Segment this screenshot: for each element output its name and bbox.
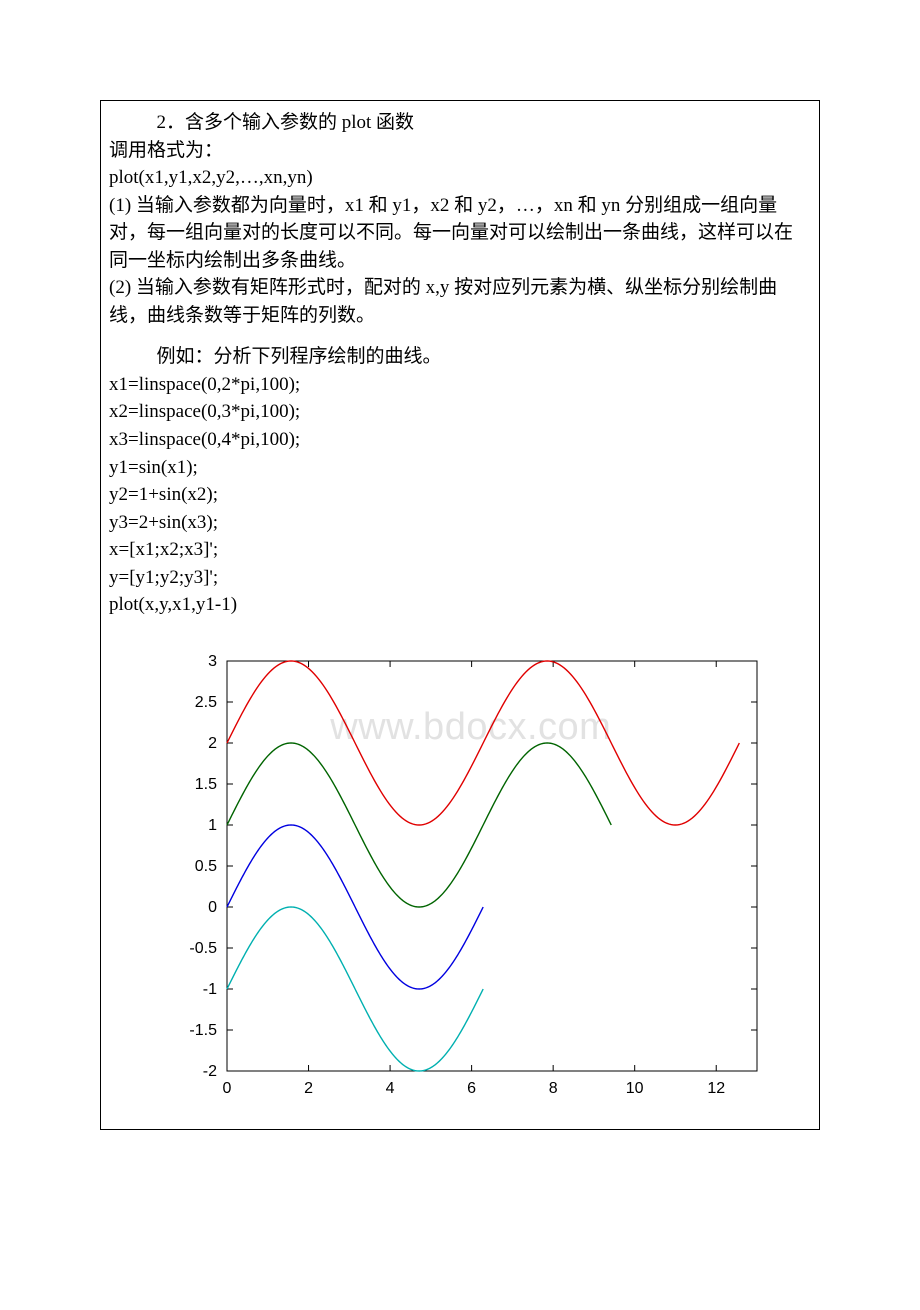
y-tick-label: 0.5	[195, 858, 217, 875]
code-line-8: y=[y1;y2;y3]';	[109, 564, 811, 592]
y-tick-label: 0	[208, 899, 217, 916]
y-tick-label: -1.5	[189, 1022, 217, 1039]
code-line-3: x3=linspace(0,4*pi,100);	[109, 426, 811, 454]
x-tick-label: 12	[707, 1080, 725, 1097]
x-tick-label: 0	[223, 1080, 232, 1097]
text-line-3: (1) 当输入参数都为向量时，x1 和 y1，x2 和 y2，…，xn 和 yn…	[109, 192, 811, 275]
series-line	[227, 907, 483, 1071]
code-line-7: x=[x1;x2;x3]';	[109, 536, 811, 564]
code-line-2: x2=linspace(0,3*pi,100);	[109, 398, 811, 426]
text-line-4: (2) 当输入参数有矩阵形式时，配对的 x,y 按对应列元素为横、纵坐标分别绘制…	[109, 274, 811, 329]
y-tick-label: 2.5	[195, 694, 217, 711]
code-line-4: y1=sin(x1);	[109, 454, 811, 482]
code-line-5: y2=1+sin(x2);	[109, 481, 811, 509]
line-chart: www.bdocx.com -2 -1.5 -1 -0.5 0 0.5 1 1.5 2 2.5 3 0 2…	[155, 649, 765, 1109]
x-tick-label: 2	[304, 1080, 313, 1097]
x-tick-label: 10	[626, 1080, 644, 1097]
text-line-5: 例如：分析下列程序绘制的曲线。	[109, 343, 811, 371]
watermark-text: www.bdocx.com	[329, 706, 611, 748]
code-line-6: y3=2+sin(x3);	[109, 509, 811, 537]
y-tick-label: 2	[208, 735, 217, 752]
chart-container: www.bdocx.com -2 -1.5 -1 -0.5 0 0.5 1 1.5 2 2.5 3 0 2…	[101, 639, 819, 1129]
x-tick-label: 4	[386, 1080, 395, 1097]
y-tick-label: -0.5	[189, 940, 217, 957]
text-content: 2．含多个输入参数的 plot 函数 调用格式为： plot(x1,y1,x2,…	[101, 101, 819, 639]
y-tick-label: 3	[208, 653, 217, 670]
series-line	[227, 661, 739, 825]
text-line-1: 调用格式为：	[109, 137, 811, 165]
x-tick-label: 8	[549, 1080, 558, 1097]
y-tick-label: -1	[203, 981, 217, 998]
section-heading: 2．含多个输入参数的 plot 函数	[109, 109, 811, 137]
series-line	[227, 825, 483, 989]
x-tick-label: 6	[467, 1080, 476, 1097]
page-frame: 2．含多个输入参数的 plot 函数 调用格式为： plot(x1,y1,x2,…	[100, 100, 820, 1130]
code-line-1: x1=linspace(0,2*pi,100);	[109, 371, 811, 399]
y-tick-label: -2	[203, 1063, 217, 1080]
y-tick-label: 1.5	[195, 776, 217, 793]
code-line-9: plot(x,y,x1,y1-1)	[109, 591, 811, 619]
text-line-2: plot(x1,y1,x2,y2,…,xn,yn)	[109, 164, 811, 192]
y-tick-label: 1	[208, 817, 217, 834]
